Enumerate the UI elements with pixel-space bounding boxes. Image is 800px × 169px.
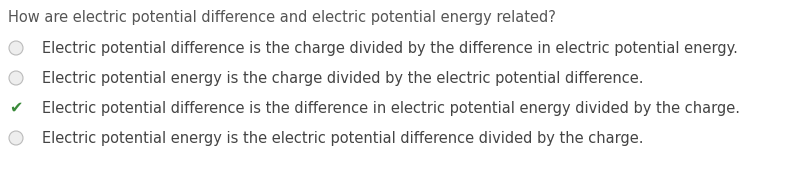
Text: How are electric potential difference and electric potential energy related?: How are electric potential difference an… — [8, 10, 556, 25]
Text: Electric potential energy is the electric potential difference divided by the ch: Electric potential energy is the electri… — [42, 130, 643, 146]
Text: Electric potential difference is the difference in electric potential energy div: Electric potential difference is the dif… — [42, 101, 740, 115]
Text: Electric potential difference is the charge divided by the difference in electri: Electric potential difference is the cha… — [42, 41, 738, 55]
Ellipse shape — [9, 131, 23, 145]
Ellipse shape — [9, 71, 23, 85]
Text: Electric potential energy is the charge divided by the electric potential differ: Electric potential energy is the charge … — [42, 70, 643, 86]
Ellipse shape — [9, 41, 23, 55]
Text: ✔: ✔ — [10, 101, 22, 115]
